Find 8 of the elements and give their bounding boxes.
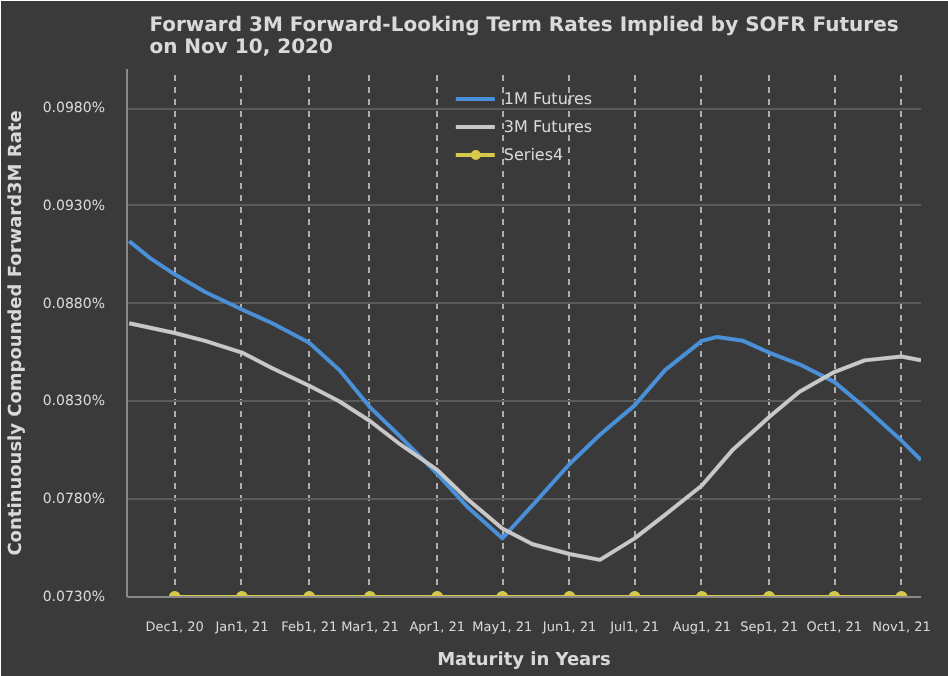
- x-axis-title: Maturity in Years: [437, 651, 611, 671]
- y-axis-title: Continuously Compounded Forward3M Rate: [6, 110, 27, 556]
- chart-title: Forward 3M Forward-Looking Term Rates Implied by SOFR Futures on Nov 10, 2020: [149, 15, 899, 59]
- line-series: [127, 321, 921, 562]
- legend-label: 1M Futures: [503, 89, 593, 107]
- line-series: [127, 239, 921, 541]
- legend-label: Series4: [503, 145, 564, 163]
- legend-label: 3M Futures: [503, 117, 593, 135]
